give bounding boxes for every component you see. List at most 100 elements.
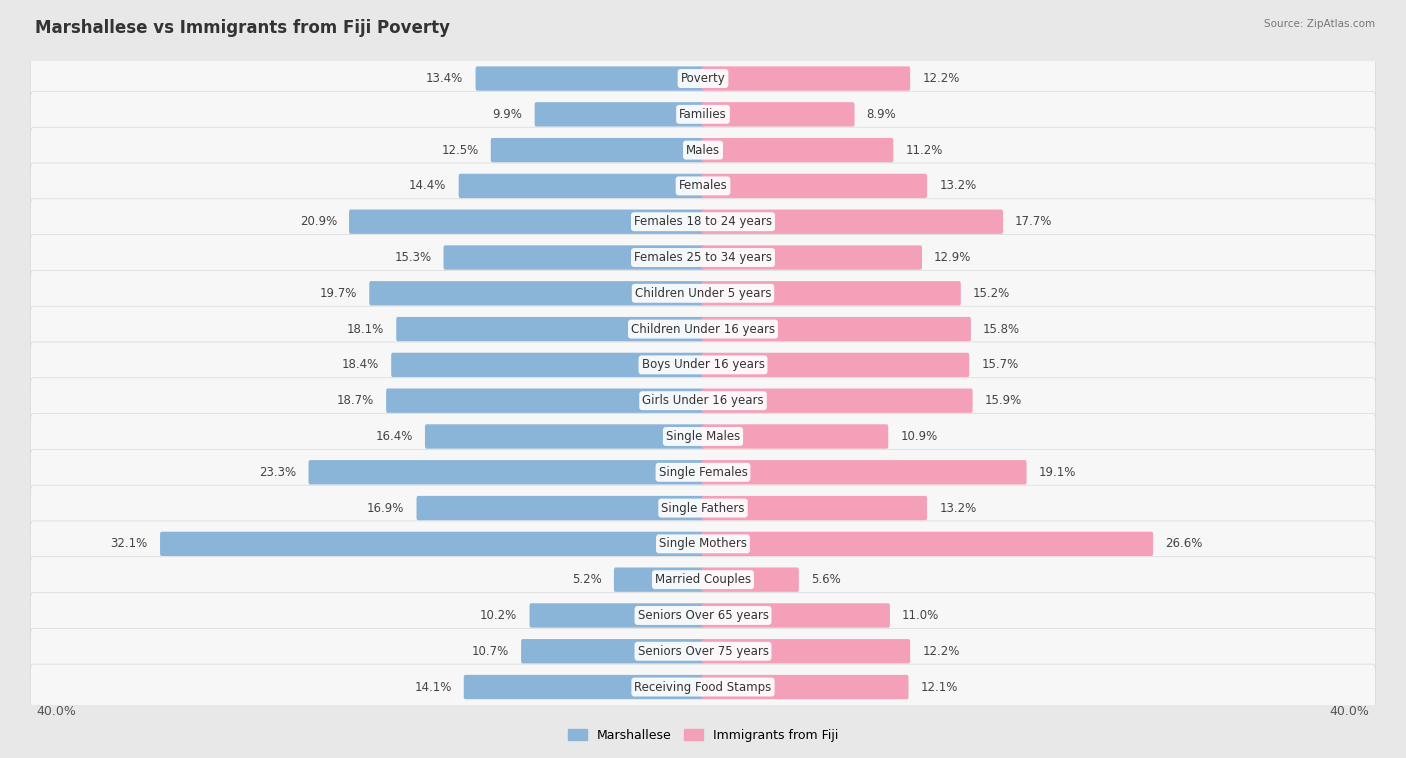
FancyBboxPatch shape [31,556,1375,603]
Text: Girls Under 16 years: Girls Under 16 years [643,394,763,407]
FancyBboxPatch shape [475,67,704,91]
Text: 18.4%: 18.4% [342,359,380,371]
Text: 11.2%: 11.2% [905,143,943,157]
FancyBboxPatch shape [614,568,704,592]
Text: 12.1%: 12.1% [921,681,957,694]
FancyBboxPatch shape [31,55,1375,102]
FancyBboxPatch shape [308,460,704,484]
Text: Source: ZipAtlas.com: Source: ZipAtlas.com [1264,19,1375,29]
Text: 10.2%: 10.2% [481,609,517,622]
FancyBboxPatch shape [31,449,1375,495]
FancyBboxPatch shape [522,639,704,663]
Text: 15.9%: 15.9% [984,394,1022,407]
FancyBboxPatch shape [160,531,704,556]
Text: 10.9%: 10.9% [900,430,938,443]
Text: 15.3%: 15.3% [394,251,432,264]
Text: 18.7%: 18.7% [337,394,374,407]
Text: Single Females: Single Females [658,465,748,479]
FancyBboxPatch shape [702,568,799,592]
FancyBboxPatch shape [702,281,960,305]
Text: Seniors Over 75 years: Seniors Over 75 years [637,645,769,658]
Text: 9.9%: 9.9% [492,108,523,121]
Text: 5.2%: 5.2% [572,573,602,586]
FancyBboxPatch shape [702,424,889,449]
Legend: Marshallese, Immigrants from Fiji: Marshallese, Immigrants from Fiji [562,724,844,747]
FancyBboxPatch shape [702,246,922,270]
FancyBboxPatch shape [31,377,1375,424]
Text: 15.7%: 15.7% [981,359,1018,371]
FancyBboxPatch shape [702,675,908,699]
FancyBboxPatch shape [31,485,1375,531]
Text: Single Fathers: Single Fathers [661,502,745,515]
Text: Receiving Food Stamps: Receiving Food Stamps [634,681,772,694]
FancyBboxPatch shape [391,352,704,377]
FancyBboxPatch shape [396,317,704,341]
FancyBboxPatch shape [416,496,704,520]
Text: 12.5%: 12.5% [441,143,478,157]
Text: 12.9%: 12.9% [934,251,972,264]
Text: Females 18 to 24 years: Females 18 to 24 years [634,215,772,228]
FancyBboxPatch shape [31,163,1375,209]
Text: 13.2%: 13.2% [939,180,976,193]
FancyBboxPatch shape [349,209,704,234]
Text: 40.0%: 40.0% [37,705,76,718]
Text: 17.7%: 17.7% [1015,215,1053,228]
FancyBboxPatch shape [443,246,704,270]
Text: Marshallese vs Immigrants from Fiji Poverty: Marshallese vs Immigrants from Fiji Pove… [35,19,450,37]
Text: 12.2%: 12.2% [922,645,960,658]
Text: Boys Under 16 years: Boys Under 16 years [641,359,765,371]
FancyBboxPatch shape [31,92,1375,137]
Text: 13.4%: 13.4% [426,72,464,85]
FancyBboxPatch shape [702,209,1002,234]
FancyBboxPatch shape [702,603,890,628]
Text: 11.0%: 11.0% [903,609,939,622]
Text: 16.9%: 16.9% [367,502,405,515]
FancyBboxPatch shape [702,352,969,377]
FancyBboxPatch shape [370,281,704,305]
Text: Children Under 5 years: Children Under 5 years [634,287,772,300]
FancyBboxPatch shape [458,174,704,198]
Text: 40.0%: 40.0% [1330,705,1369,718]
Text: Single Males: Single Males [666,430,740,443]
Text: Families: Families [679,108,727,121]
Text: Females 25 to 34 years: Females 25 to 34 years [634,251,772,264]
FancyBboxPatch shape [31,521,1375,567]
Text: Poverty: Poverty [681,72,725,85]
Text: 26.6%: 26.6% [1166,537,1202,550]
FancyBboxPatch shape [702,389,973,413]
FancyBboxPatch shape [491,138,704,162]
FancyBboxPatch shape [31,414,1375,459]
FancyBboxPatch shape [31,306,1375,352]
Text: 10.7%: 10.7% [472,645,509,658]
Text: 14.1%: 14.1% [415,681,451,694]
FancyBboxPatch shape [702,174,927,198]
Text: 8.9%: 8.9% [866,108,897,121]
Text: Males: Males [686,143,720,157]
Text: 32.1%: 32.1% [111,537,148,550]
Text: 15.8%: 15.8% [983,323,1021,336]
FancyBboxPatch shape [702,496,927,520]
Text: Single Mothers: Single Mothers [659,537,747,550]
Text: 19.7%: 19.7% [319,287,357,300]
Text: Married Couples: Married Couples [655,573,751,586]
Text: 5.6%: 5.6% [811,573,841,586]
Text: 13.2%: 13.2% [939,502,976,515]
FancyBboxPatch shape [31,127,1375,173]
FancyBboxPatch shape [425,424,704,449]
FancyBboxPatch shape [31,593,1375,638]
FancyBboxPatch shape [31,199,1375,245]
FancyBboxPatch shape [702,639,910,663]
Text: Children Under 16 years: Children Under 16 years [631,323,775,336]
FancyBboxPatch shape [31,628,1375,674]
FancyBboxPatch shape [387,389,704,413]
FancyBboxPatch shape [702,102,855,127]
Text: 20.9%: 20.9% [299,215,337,228]
Text: 18.1%: 18.1% [347,323,384,336]
FancyBboxPatch shape [31,664,1375,710]
FancyBboxPatch shape [31,271,1375,316]
FancyBboxPatch shape [702,460,1026,484]
Text: 15.2%: 15.2% [973,287,1010,300]
FancyBboxPatch shape [31,235,1375,280]
FancyBboxPatch shape [702,317,972,341]
FancyBboxPatch shape [464,675,704,699]
